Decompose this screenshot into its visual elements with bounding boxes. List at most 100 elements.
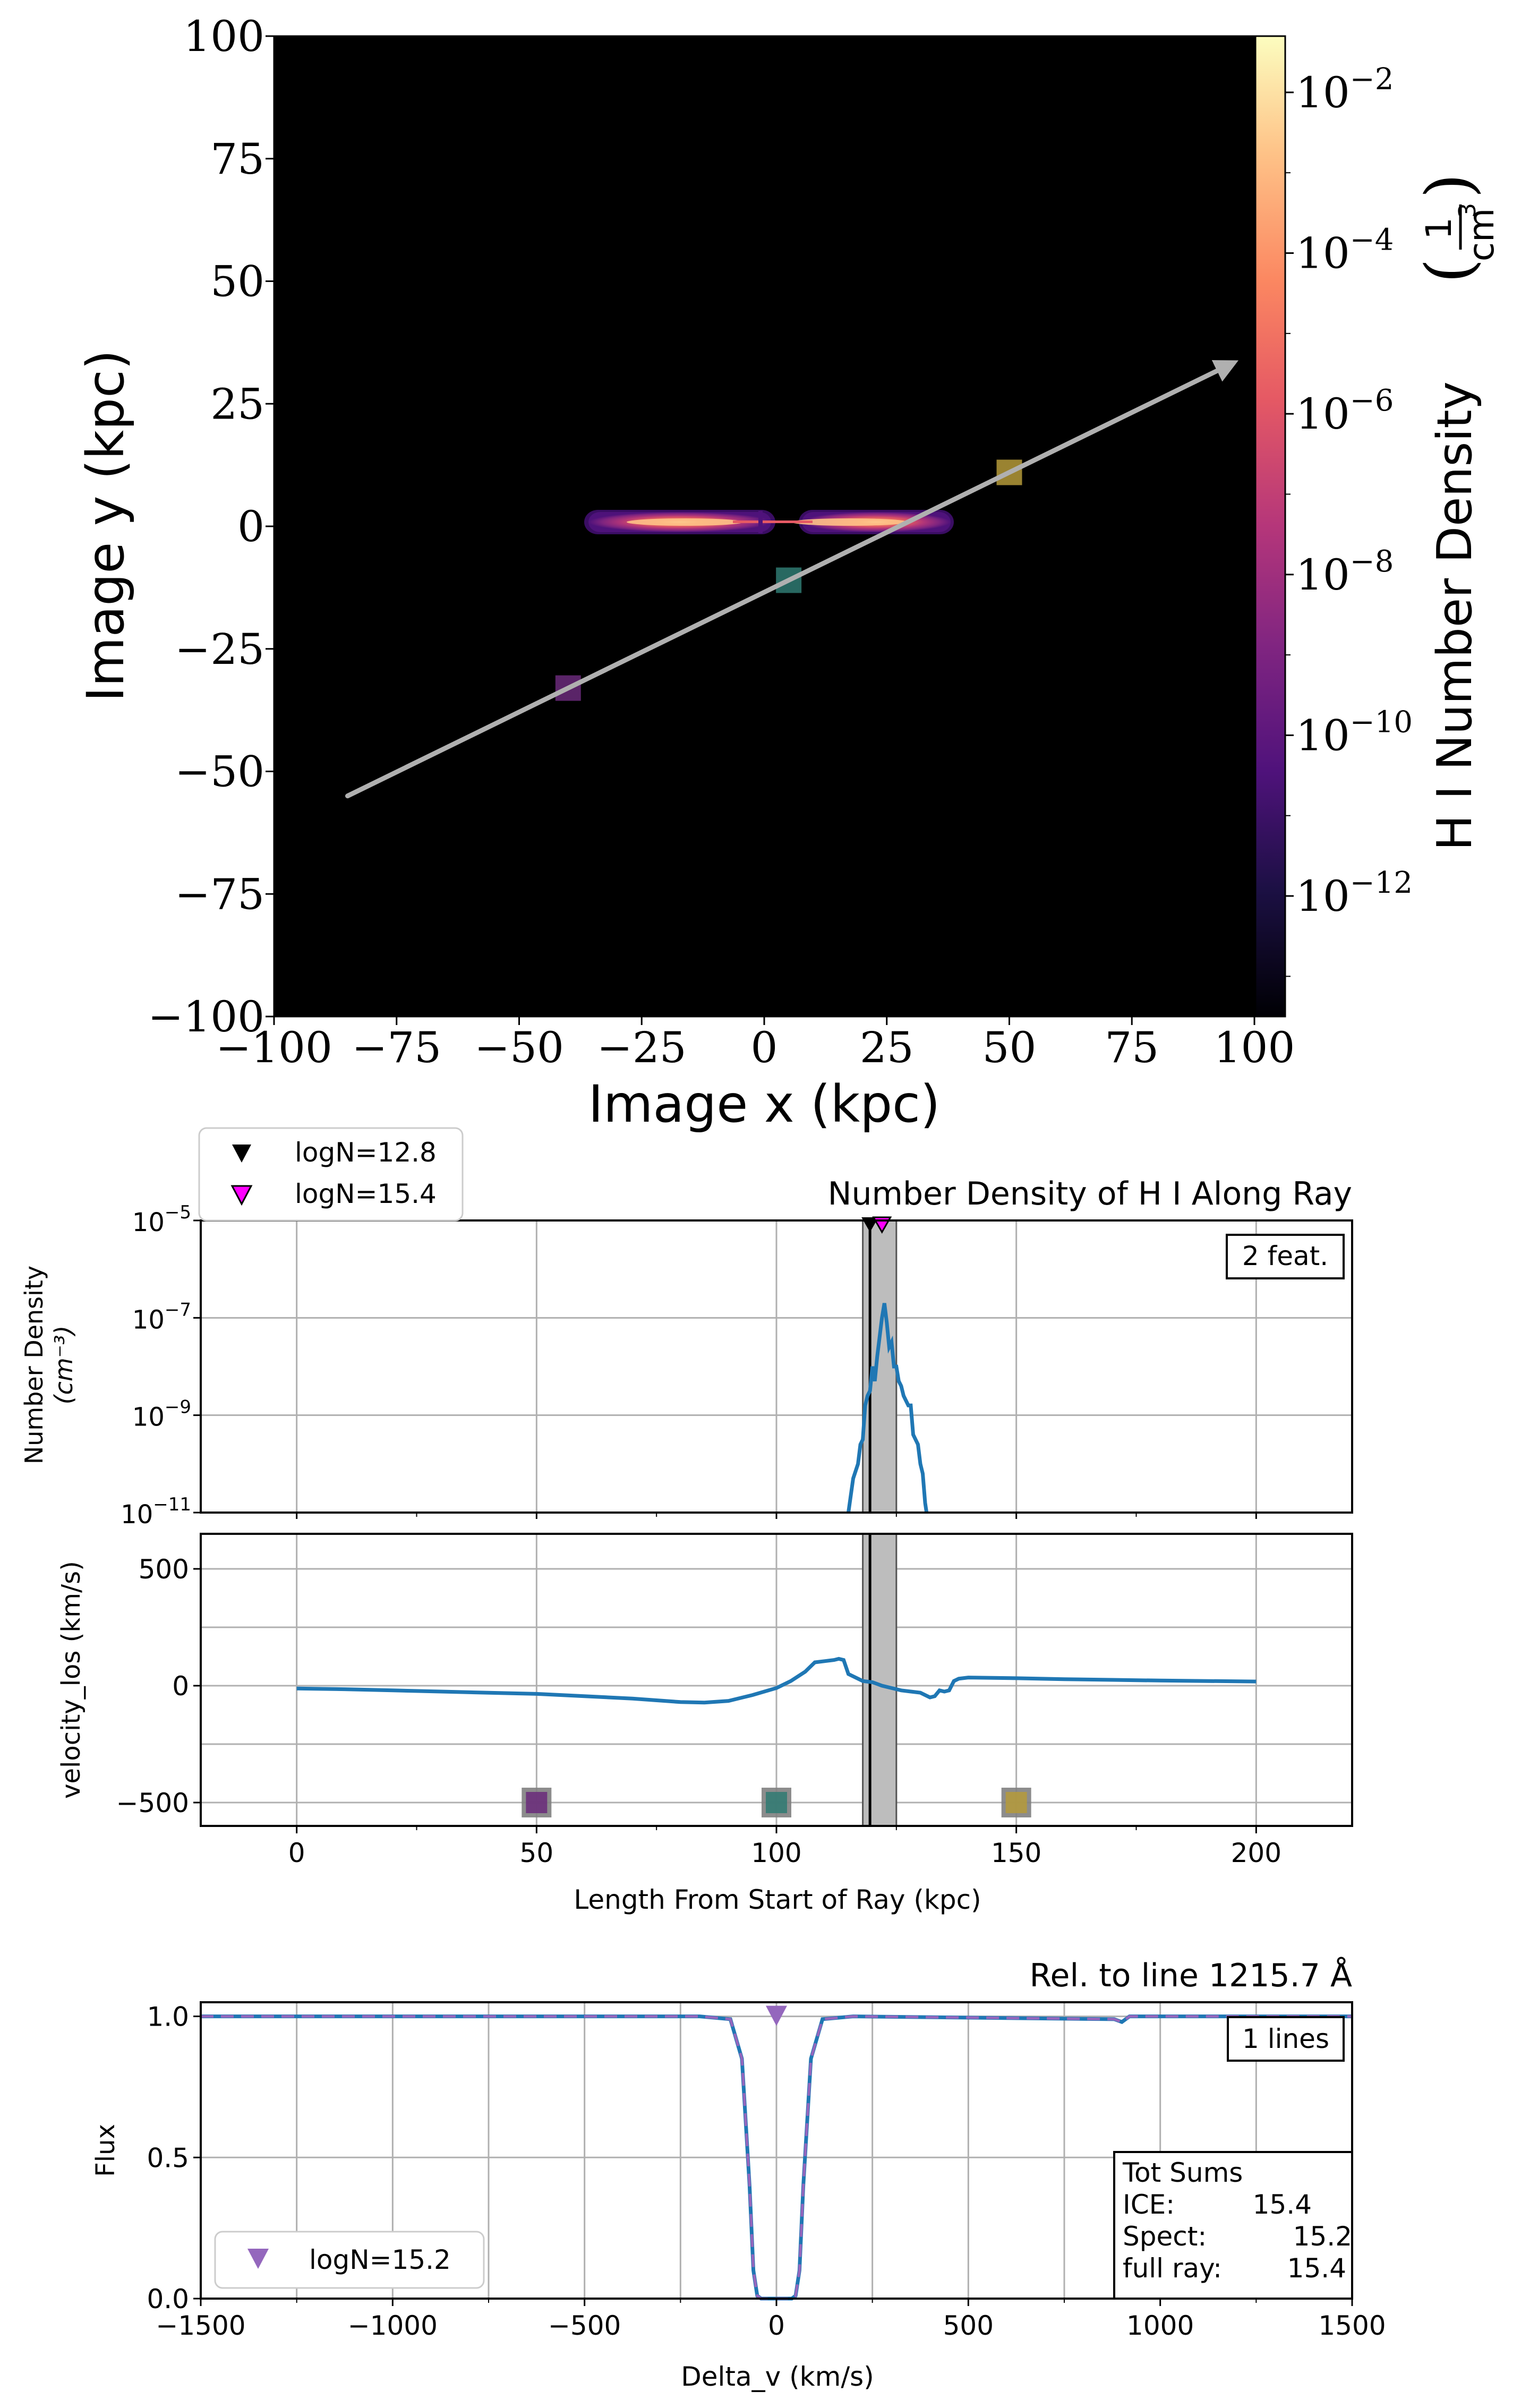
projection-x-tick-label: 25 <box>860 1023 914 1072</box>
colorbar-tick-label: 10−8 <box>1296 544 1394 600</box>
spectrum-ylabel: Flux <box>91 2124 121 2177</box>
velocity-x-tick-label: 200 <box>1231 1838 1281 1868</box>
feature-count-text: 2 feat. <box>1242 1241 1328 1271</box>
spectrum-legend: logN=15.2 <box>214 2231 485 2289</box>
projection-y-tick-label: 50 <box>210 257 264 306</box>
projection-y-tick-label: −50 <box>175 747 264 797</box>
colorbar-unit-paren-close: ) <box>1413 174 1486 199</box>
number-density-y-tick-label: 10−5 <box>132 1202 191 1237</box>
sums-box: Tot Sums ICE: 15.4 Spect: 15.2 full ray:… <box>1113 2151 1353 2300</box>
spectrum-y-tick-label: 1.0 <box>147 2002 189 2033</box>
legend-frame <box>198 1127 464 1222</box>
sums-label-spect: Spect: <box>1123 2221 1207 2252</box>
colorbar <box>1254 35 1286 1018</box>
spectrum-x-tick-label: 500 <box>943 2310 994 2341</box>
velocity-marker <box>766 1792 787 1813</box>
number-density-ylabel-line2: (cm⁻³) <box>49 1326 78 1405</box>
number-density-title: Number Density of H I Along Ray <box>828 1175 1352 1212</box>
sums-label-ice: ICE: <box>1123 2189 1175 2220</box>
legend-label-2: logN=15.4 <box>295 1179 437 1209</box>
velocity-y-tick-label: 0 <box>172 1671 189 1702</box>
sums-value-spect: 15.2 <box>1293 2221 1352 2252</box>
number-density-ylabel: Number Density (cm⁻³) <box>20 1266 78 1464</box>
colorbar-tick-label: 10−6 <box>1296 383 1394 439</box>
velocity-x-tick-label: 150 <box>991 1838 1041 1868</box>
projection-x-tick-label: 100 <box>1214 1023 1295 1072</box>
projection-x-ticks: −100 −75 −50 −25 0 25 50 75 100 <box>216 1017 1295 1072</box>
projection-x-tick-label: −50 <box>474 1023 564 1072</box>
velocity-y-ticks: 500 0 −500 <box>116 1554 201 1818</box>
number-density-x-ticks <box>296 1513 1257 1519</box>
colorbar-tick-label: 10−10 <box>1296 705 1413 760</box>
colorbar-tick-label: 10−2 <box>1296 62 1394 117</box>
velocity-x-ticks: 0 50 100 150 200 <box>288 1826 1281 1868</box>
colorbar-label: H I Number Density ( 1 cm 3 ) <box>1413 174 1502 851</box>
velocity-x-tick-label: 100 <box>751 1838 801 1868</box>
legend-label-1: logN=12.8 <box>295 1137 437 1168</box>
spectrum-x-tick-label: −1000 <box>348 2310 438 2341</box>
colorbar-unit-paren-open: ( <box>1413 259 1486 284</box>
number-density-y-ticks: 10−5 10−7 10−9 10−11 <box>121 1202 201 1530</box>
number-density-legend: logN=12.8 logN=15.4 <box>198 1127 464 1222</box>
spectrum-x-tick-label: −1500 <box>156 2310 245 2341</box>
projection-x-tick-label: −25 <box>597 1023 687 1072</box>
legend-marker-black <box>232 1145 251 1163</box>
velocity-x-tick-label: 50 <box>520 1838 554 1868</box>
velocity-curve <box>296 1656 1257 1705</box>
projection-y-tick-label: −75 <box>175 869 264 919</box>
projection-xlabel: Image x (kpc) <box>588 1074 941 1134</box>
velocity-y-tick-label: 500 <box>139 1554 189 1585</box>
spectrum-legend-marker <box>247 2249 269 2269</box>
sums-value-fullray: 15.4 <box>1287 2253 1346 2284</box>
sums-title: Tot Sums <box>1122 2157 1243 2188</box>
feature-count-box: 2 feat. <box>1226 1234 1345 1279</box>
disk-emission <box>584 510 954 534</box>
number-density-y-tick-label: 10−7 <box>132 1299 191 1335</box>
sums-value-ice: 15.4 <box>1253 2189 1312 2220</box>
velocity-markers <box>522 1788 1031 1817</box>
projection-y-ticks: −100 −75 −50 −25 0 25 50 75 100 <box>148 12 274 1041</box>
spectrum-x-tick-label: 0 <box>768 2310 785 2341</box>
projection-x-tick-label: −100 <box>216 1023 332 1072</box>
spectrum-x-ticks: −1500 −1000 −500 0 500 1000 1500 <box>156 2299 1386 2341</box>
number-density-curve <box>847 1303 929 1513</box>
sums-label-fullray: full ray: <box>1123 2253 1222 2284</box>
spectrum-y-tick-label: 0.0 <box>147 2284 189 2315</box>
spectrum-x-tick-label: 1000 <box>1126 2310 1194 2341</box>
velocity-panel: 500 0 −500 0 50 100 150 200 Length From Start … <box>56 1533 1353 1915</box>
spectrum-line-marker <box>766 2005 787 2026</box>
colorbar-tick-label: 10−12 <box>1296 866 1413 921</box>
projection-y-tick-label: 100 <box>183 12 264 61</box>
projection-y-tick-label: −100 <box>148 992 264 1041</box>
velocity-marker <box>526 1792 548 1813</box>
spectrum-x-tick-label: −500 <box>548 2310 621 2341</box>
legend-marker-magenta <box>230 1185 253 1206</box>
spectrum-title: Rel. to line 1215.7 Å <box>1030 1957 1352 1994</box>
projection-x-tick-label: 50 <box>982 1023 1037 1072</box>
lines-count-text: 1 lines <box>1242 2023 1329 2054</box>
colorbar-unit-numerator: 1 <box>1419 217 1459 240</box>
projection-y-tick-label: −25 <box>175 625 264 674</box>
colorbar-ticks: 10−2 10−4 10−6 10−8 10−10 10−12 <box>1285 62 1413 977</box>
spectrum-legend-frame <box>214 2231 485 2289</box>
projection-panel: −100 −75 −50 −25 0 25 50 75 100 −100 −75 −50 −25 0 25… <box>76 12 1502 1134</box>
number-density-y-tick-label: 10−9 <box>132 1397 191 1432</box>
velocity-marker <box>1005 1792 1027 1813</box>
number-density-feature-shade <box>862 1219 898 1514</box>
colorbar-unit-denominator: cm <box>1461 208 1502 262</box>
spectrum-panel: 0.0 0.5 1.0 −1500 −1000 −500 0 500 1000 1500 Rel… <box>91 1957 1386 2392</box>
number-density-ylabel-line1: Number Density <box>20 1266 48 1464</box>
projection-y-tick-label: 25 <box>210 379 264 429</box>
projection-x-tick-label: 75 <box>1105 1023 1159 1072</box>
projection-ylabel: Image y (kpc) <box>76 350 135 702</box>
colorbar-label-text: H I Number Density <box>1427 381 1483 851</box>
colorbar-tick-label: 10−4 <box>1296 223 1394 278</box>
velocity-y-tick-label: −500 <box>116 1788 189 1818</box>
model-flux-curve <box>201 2015 1352 2300</box>
number-density-panel: 10−5 10−7 10−9 10−11 Number Density of H I … <box>20 1127 1353 1530</box>
velocity-xlabel: Length From Start of Ray (kpc) <box>574 1884 981 1915</box>
projection-x-tick-label: 0 <box>751 1023 778 1072</box>
spectrum-y-ticks: 0.0 0.5 1.0 <box>147 2002 201 2315</box>
spectrum-y-tick-label: 0.5 <box>147 2142 189 2173</box>
